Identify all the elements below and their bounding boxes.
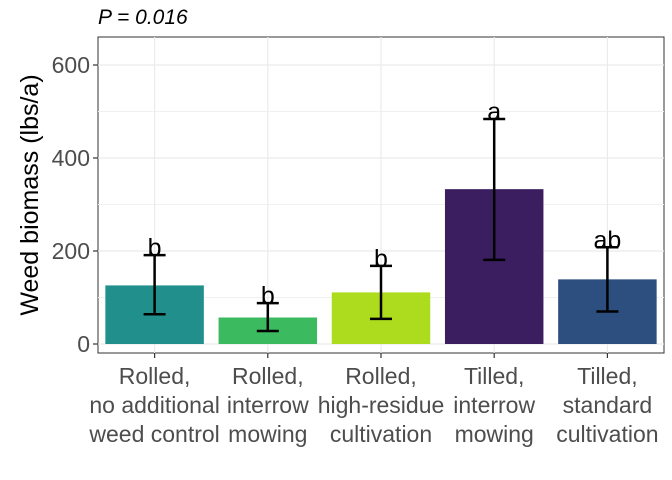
x-tick-label-line: weed control (88, 421, 219, 447)
x-tick-label: Rolled, interrow mowing (227, 363, 309, 447)
x-tick-label-line: mowing (455, 421, 534, 447)
x-tick-label-line: interrow (453, 392, 535, 418)
x-tick-label-line: Tilled, (464, 363, 525, 389)
y-axis: 0 200 400 600 (52, 52, 98, 357)
y-tick-label: 400 (52, 145, 90, 171)
x-tick-label: Rolled, high-residue cultivation (318, 363, 445, 447)
x-tick-label-line: cultivation (556, 421, 658, 447)
error-bars (143, 117, 619, 333)
x-tick-label: Rolled, no additional weed control (88, 363, 219, 447)
x-tick-label-line: Rolled, (345, 363, 417, 389)
y-tick-label: 600 (52, 52, 90, 78)
significance-letter: b (148, 234, 162, 262)
significance-letter: b (261, 282, 275, 310)
x-tick-label-line: Rolled, (119, 363, 191, 389)
x-tick-label-line: mowing (228, 421, 307, 447)
x-tick-label-line: high-residue (318, 392, 445, 418)
y-tick-label: 200 (52, 238, 90, 264)
x-tick-label-line: cultivation (330, 421, 432, 447)
x-axis: Rolled, no additional weed control Rolled, i… (88, 353, 659, 447)
chart-subtitle: P = 0.016 (98, 6, 188, 29)
significance-letter: b (374, 245, 388, 273)
y-tick-label: 0 (77, 331, 90, 357)
significance-letters: b b b a ab (148, 98, 622, 310)
y-axis-label: Weed biomass (lbs/a) (16, 74, 44, 315)
x-tick-label-line: no additional (89, 392, 219, 418)
x-tick-label: Tilled, standard cultivation (556, 363, 658, 447)
significance-letter: a (487, 98, 501, 126)
x-tick-label-line: Tilled, (577, 363, 638, 389)
significance-letter: ab (593, 226, 621, 254)
x-tick-label-line: Rolled, (232, 363, 304, 389)
plot-panel: b b b a ab (97, 36, 665, 354)
x-tick-label-line: interrow (227, 392, 309, 418)
x-tick-label: Tilled, interrow mowing (453, 363, 535, 447)
x-tick-label-line: standard (563, 392, 653, 418)
